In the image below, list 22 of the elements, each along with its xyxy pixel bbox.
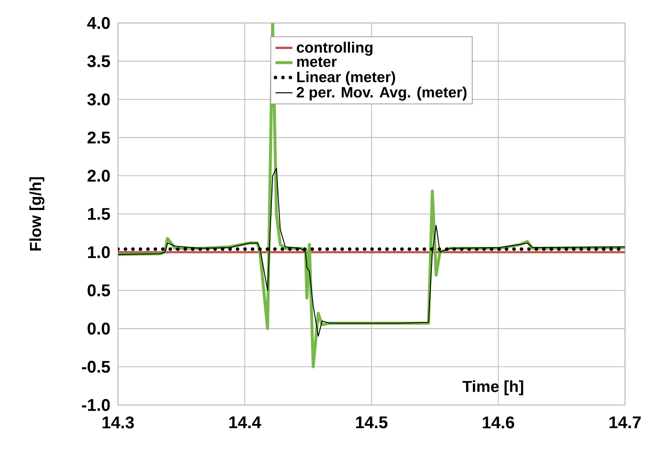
y-tick-label: 3.5 (87, 55, 110, 68)
y-tick-label: 1.0 (88, 246, 110, 258)
y-tick-label: 1.5 (88, 208, 110, 220)
x-axis-title: Time [h] (462, 380, 524, 396)
y-tick-label: 4.0 (87, 16, 110, 29)
legend-label: Linear (meter) (297, 71, 396, 86)
y-tick-label: -0.5 (82, 360, 110, 373)
y-tick-label: -1.0 (82, 398, 110, 411)
x-tick-label: 14.4 (229, 416, 262, 428)
y-tick-label: 3.0 (87, 93, 110, 106)
x-tick-label: 14.5 (356, 416, 388, 428)
y-tick-label: 2.5 (88, 132, 110, 144)
x-tick-label: 14.7 (610, 416, 641, 428)
legend-label: 2 per. Mov. Avg. (meter) (296, 86, 467, 101)
legend-label: meter (297, 57, 337, 67)
y-tick-label: 2.0 (88, 170, 110, 182)
legend-label: controlling (296, 42, 372, 56)
x-tick-label: 14.3 (102, 416, 134, 428)
x-tick-label: 14.6 (482, 416, 514, 428)
y-tick-label: 0.5 (88, 284, 110, 296)
y-axis-title: Flow [g/h] (29, 177, 44, 251)
y-tick-label: 0.0 (88, 322, 110, 335)
